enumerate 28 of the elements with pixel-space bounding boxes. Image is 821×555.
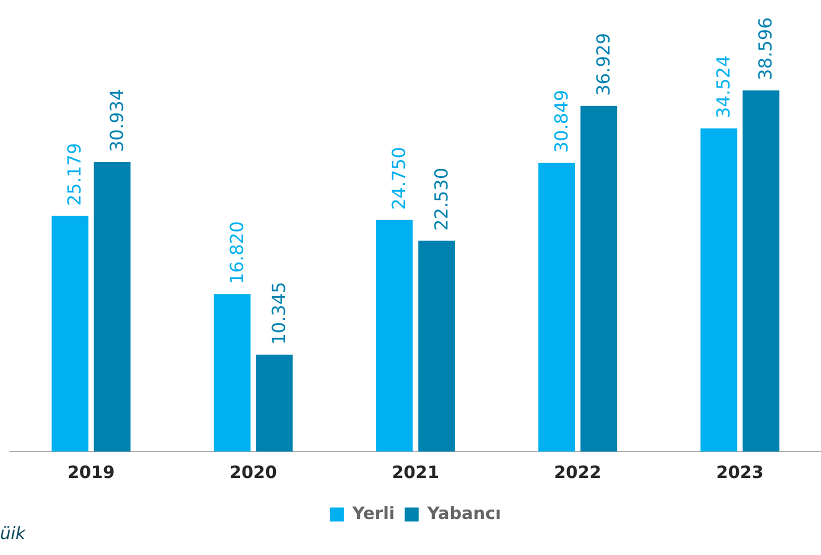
data-label: 34.524	[713, 55, 734, 118]
bar	[538, 162, 575, 452]
data-label: 10.345	[269, 282, 290, 345]
bar	[376, 220, 413, 452]
legend-label: Yerli	[351, 504, 395, 524]
bar	[256, 354, 293, 452]
data-label: 24.750	[389, 146, 410, 210]
bar	[418, 240, 455, 452]
bar	[580, 106, 618, 452]
bar	[700, 128, 738, 452]
x-tick-label: 2020	[230, 463, 278, 484]
bar	[214, 294, 251, 452]
x-tick-label: 2021	[392, 463, 440, 484]
text: üik	[0, 524, 26, 544]
data-label: 30.849	[551, 90, 572, 153]
legend-label: Yabancı	[426, 504, 502, 524]
data-label: 36.929	[593, 32, 614, 96]
x-tick-label: 2022	[554, 463, 602, 484]
data-label: 25.179	[64, 142, 86, 206]
data-label: 16.820	[226, 221, 248, 284]
data-label: 22.530	[431, 168, 452, 231]
bar	[742, 90, 780, 452]
bar	[52, 216, 88, 452]
data-label: 30.934	[106, 89, 128, 152]
data-label: 38.596	[756, 17, 777, 80]
x-tick-label: 2023	[716, 463, 764, 484]
bar	[94, 162, 131, 452]
x-tick-label: 2019	[67, 463, 115, 484]
